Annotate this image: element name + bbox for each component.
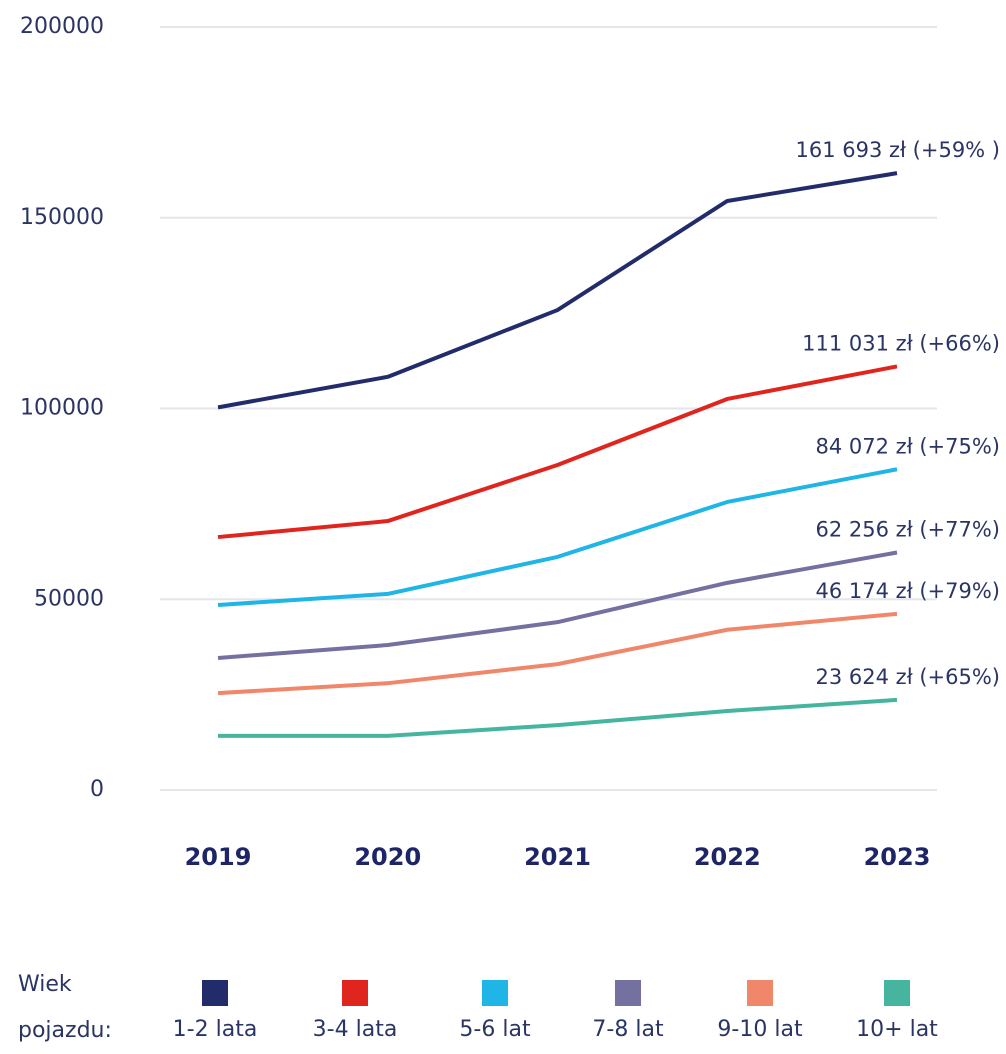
- y-tick-label: 100000: [20, 396, 104, 421]
- x-tick-label: 2020: [354, 843, 421, 871]
- x-tick-label: 2019: [185, 843, 252, 871]
- legend-label: 9-10 lat: [717, 1017, 803, 1042]
- legend-label: 3-4 lata: [313, 1017, 398, 1042]
- legend-label: 10+ lat: [856, 1017, 938, 1042]
- legend-title: Wiek pojazdu:: [18, 972, 112, 1043]
- y-tick-label: 50000: [34, 586, 104, 611]
- legend-swatch: [884, 980, 910, 1006]
- series-line: [217, 611, 898, 696]
- x-tick-label: 2023: [864, 843, 931, 871]
- y-tick-label: 0: [90, 777, 104, 802]
- y-tick-label: 200000: [20, 14, 104, 39]
- x-tick-label: 2022: [694, 843, 761, 871]
- legend-label: 5-6 lat: [459, 1017, 531, 1042]
- y-tick-label: 150000: [20, 205, 104, 230]
- series-line: [217, 171, 898, 410]
- series-line: [217, 467, 898, 607]
- data-label: 161 693 zł (+59% ): [795, 138, 1000, 162]
- legend-swatch: [342, 980, 368, 1006]
- data-label: 46 174 zł (+79%): [816, 579, 1000, 603]
- legend-label: 1-2 lata: [173, 1017, 258, 1042]
- legend-swatch: [202, 980, 228, 1006]
- series-line: [217, 364, 898, 540]
- legend-swatch: [482, 980, 508, 1006]
- data-label: 62 256 zł (+77%): [816, 517, 1000, 541]
- series-line: [217, 550, 898, 660]
- legend-label: 7-8 lat: [592, 1017, 664, 1042]
- x-tick-label: 2021: [524, 843, 591, 871]
- legend-swatch: [615, 980, 641, 1006]
- series-line: [218, 697, 898, 738]
- data-label: 111 031 zł (+66%): [802, 331, 1000, 355]
- data-label: 84 072 zł (+75%): [816, 434, 1000, 458]
- data-label: 23 624 zł (+65%): [816, 665, 1000, 689]
- legend-swatch: [747, 980, 773, 1006]
